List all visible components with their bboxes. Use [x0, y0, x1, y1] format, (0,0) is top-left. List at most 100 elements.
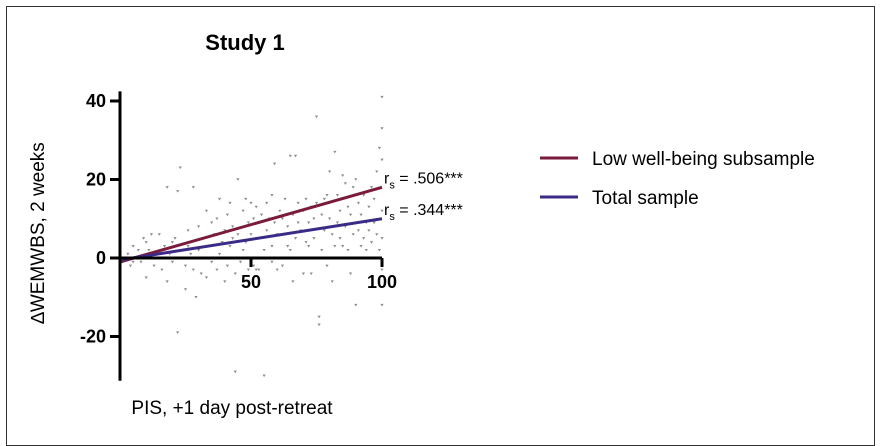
data-point [314, 115, 319, 119]
data-point [265, 229, 269, 232]
data-point [312, 217, 316, 221]
data-point [215, 217, 219, 221]
data-point [197, 225, 201, 228]
data-point [128, 264, 133, 268]
data-point [330, 233, 334, 236]
data-point [317, 315, 321, 319]
data-point [225, 264, 230, 268]
data-point [325, 264, 329, 268]
x-tick-label: 50 [241, 272, 261, 292]
data-point [362, 194, 366, 197]
data-point [126, 252, 130, 256]
data-point [293, 237, 298, 240]
data-point [304, 241, 308, 244]
data-point [280, 264, 285, 268]
data-point [346, 248, 350, 252]
data-point [367, 205, 371, 209]
data-point [375, 170, 379, 174]
data-point [204, 209, 209, 213]
data-point [139, 260, 143, 264]
data-point [215, 268, 219, 272]
legend: Low well-being subsample Total sample [540, 149, 815, 209]
data-point [343, 182, 347, 185]
data-point [317, 323, 321, 327]
data-point [372, 197, 376, 201]
data-point [254, 268, 258, 272]
data-point [380, 158, 384, 162]
data-point [265, 201, 269, 205]
y-tick-label: 0 [96, 248, 106, 268]
data-point [309, 272, 313, 276]
y-tick-label: 40 [86, 91, 106, 111]
y-ticks: 40 20 0 -20 [80, 91, 120, 347]
data-point [333, 245, 337, 248]
legend-label-low-wellbeing: Low well-being subsample [592, 149, 815, 170]
data-point [238, 260, 243, 264]
data-point [157, 233, 161, 236]
data-point [364, 248, 368, 252]
data-point [231, 237, 235, 240]
data-point [270, 260, 274, 264]
data-point [380, 268, 384, 272]
data-point [197, 248, 201, 252]
data-point [330, 280, 334, 283]
data-point [254, 205, 258, 209]
data-point [369, 186, 374, 189]
y-axis-label: ∆WEMWBS, 2 weeks [28, 142, 49, 324]
data-point [246, 268, 250, 272]
data-point [183, 264, 188, 268]
correlation-annotations: rs = .506*** rs = .344*** [384, 170, 463, 222]
data-point [165, 280, 169, 283]
data-point [286, 245, 290, 248]
data-point [296, 221, 300, 225]
data-point [183, 288, 188, 291]
data-points [118, 95, 384, 378]
x-tick-label: 100 [367, 272, 397, 292]
data-point [338, 237, 342, 240]
data-point [136, 248, 140, 252]
data-point [283, 197, 287, 201]
data-point [186, 229, 190, 232]
data-point [262, 248, 266, 252]
data-point [341, 174, 345, 177]
data-point [144, 241, 148, 244]
data-point [307, 221, 311, 225]
data-point [131, 260, 135, 264]
chart-frame [6, 6, 875, 446]
data-point [170, 241, 174, 244]
data-point [377, 248, 381, 252]
data-point [375, 233, 379, 236]
data-point [191, 186, 195, 189]
data-point [296, 201, 300, 205]
data-point [278, 209, 282, 213]
data-point [162, 245, 167, 248]
data-point [335, 194, 340, 197]
data-point [210, 260, 214, 264]
correlation-label: rs = .344*** [384, 202, 463, 223]
data-point [191, 268, 195, 272]
data-point [354, 303, 358, 307]
regression-line [119, 217, 383, 262]
data-point [380, 95, 384, 99]
data-point [210, 221, 214, 225]
data-point [380, 209, 384, 213]
data-point [141, 237, 146, 240]
data-point [259, 213, 264, 217]
data-point [241, 248, 245, 252]
data-point [257, 268, 261, 272]
data-point [293, 154, 298, 158]
data-point [367, 229, 371, 232]
data-point [228, 245, 232, 248]
data-point [328, 170, 332, 174]
data-point [333, 150, 337, 154]
data-point [160, 268, 164, 272]
data-point [233, 370, 237, 374]
data-point [249, 201, 253, 205]
x-axis-label: PIS, +1 day post-retreat [131, 398, 333, 419]
data-point [380, 303, 384, 307]
data-point [272, 221, 277, 225]
regression-lines [119, 185, 383, 264]
data-point [320, 213, 324, 217]
data-point [307, 245, 311, 248]
